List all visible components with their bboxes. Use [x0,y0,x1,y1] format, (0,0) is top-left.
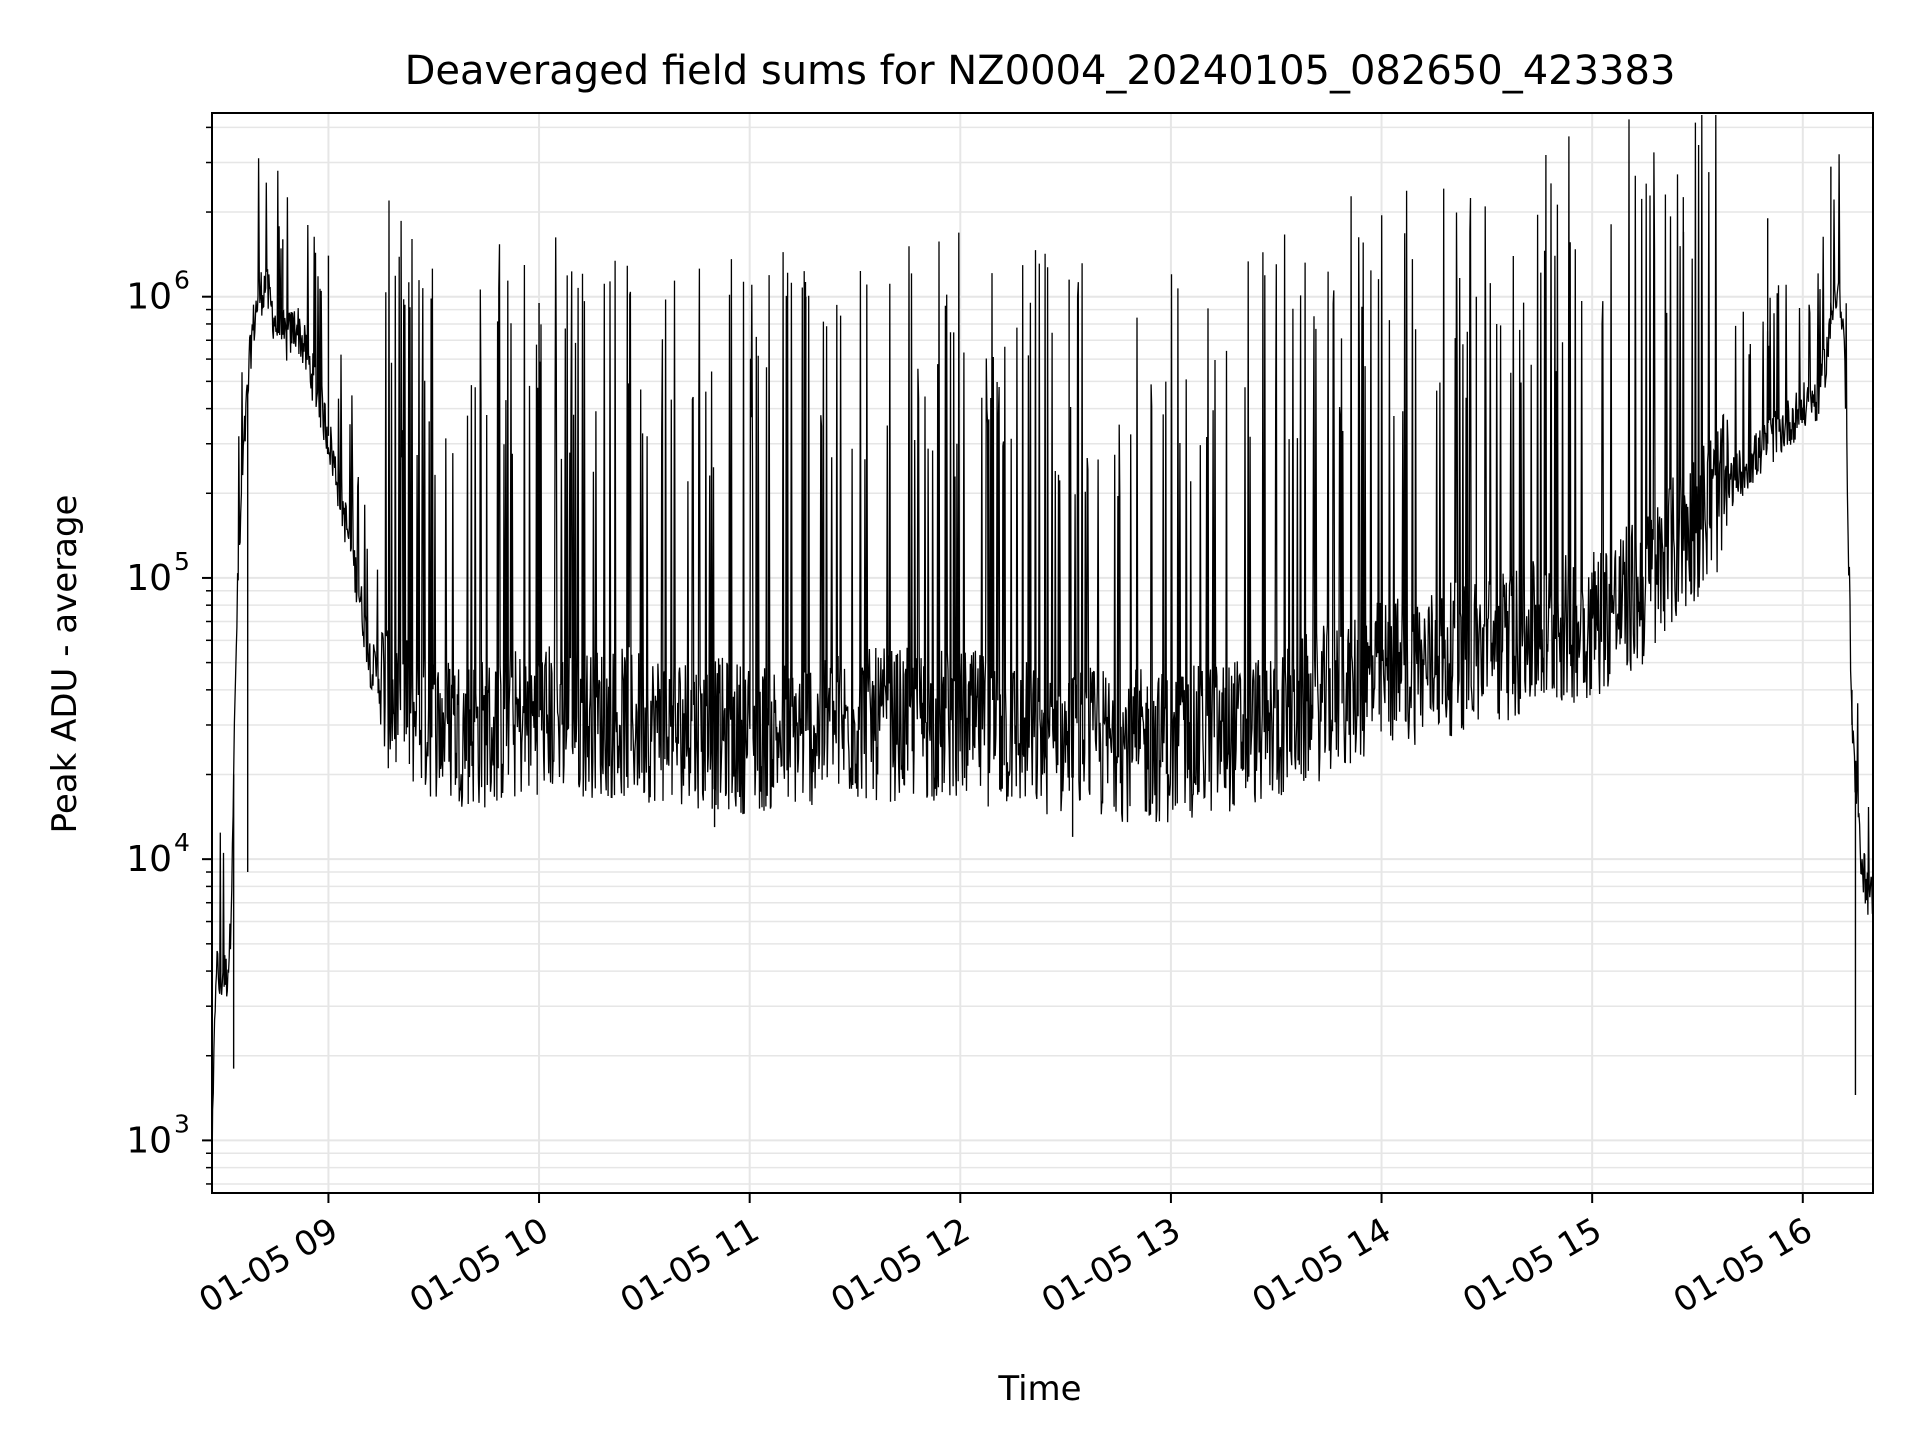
y-tick-label: 10 [126,839,172,880]
grid [212,113,1873,1193]
series-line [211,114,1874,1178]
y-tick-label: 10 [126,277,172,318]
y-tick-label: 10 [126,558,172,599]
chart-title: Deaveraged field sums for NZ0004_2024010… [405,48,1676,94]
y-tick-exponent: 6 [174,266,190,295]
y-tick-exponent: 3 [174,1109,190,1138]
data-line-group [211,114,1874,1178]
y-tick-exponent: 5 [174,547,190,576]
y-tick-exponent: 4 [174,828,190,857]
plot-frame [211,112,1874,1194]
y-axis-label: Peak ADU - average [45,495,85,834]
x-axis-label: Time [997,1369,1081,1409]
y-tick-label: 10 [126,1120,172,1161]
